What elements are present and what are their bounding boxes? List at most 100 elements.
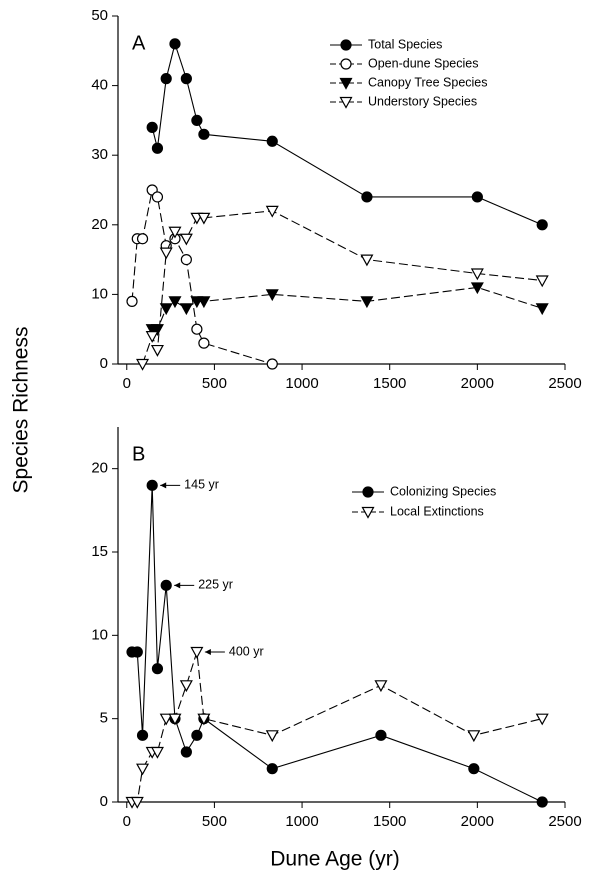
- marker: [191, 114, 203, 127]
- x-tick-label: 2500: [548, 375, 581, 392]
- x-tick-label: 2500: [548, 813, 581, 830]
- marker: [179, 233, 193, 246]
- marker: [151, 191, 164, 203]
- marker: [180, 254, 192, 266]
- y-axis-label: Species Richness: [10, 327, 33, 494]
- y-tick-label: 20: [91, 216, 108, 233]
- marker: [468, 763, 480, 775]
- y-tick-label: 50: [91, 7, 108, 24]
- legend-marker: [339, 96, 353, 109]
- y-tick-label: 30: [91, 146, 108, 163]
- legend-marker: [361, 506, 375, 519]
- marker: [126, 295, 138, 307]
- marker: [145, 331, 159, 343]
- x-tick-label: 500: [202, 813, 227, 830]
- y-tick-label: 40: [91, 77, 108, 94]
- marker: [535, 275, 549, 288]
- annotation: 145 yr: [184, 478, 219, 492]
- legend-label: Total Species: [368, 37, 442, 51]
- marker: [536, 219, 548, 231]
- series-line: [132, 651, 543, 803]
- marker: [265, 289, 279, 302]
- series-line: [152, 286, 543, 330]
- legend-label: Local Extinctions: [390, 504, 484, 518]
- marker: [470, 282, 484, 295]
- y-tick-label: 10: [91, 626, 108, 643]
- annotation: 225 yr: [198, 578, 233, 592]
- marker: [197, 713, 211, 726]
- marker: [160, 73, 172, 85]
- marker: [169, 38, 181, 50]
- y-tick-label: 0: [100, 793, 108, 810]
- marker: [159, 303, 173, 316]
- marker: [191, 729, 203, 741]
- legend-label: Colonizing Species: [390, 484, 496, 498]
- marker: [360, 296, 374, 309]
- marker: [197, 296, 211, 309]
- marker: [168, 296, 182, 309]
- y-tick-label: 5: [100, 710, 108, 727]
- marker: [136, 358, 150, 371]
- annotation: 400 yr: [229, 644, 264, 658]
- legend-label: Canopy Tree Species: [368, 75, 488, 89]
- marker: [198, 337, 210, 349]
- annotation-arrowhead: [160, 482, 167, 489]
- marker: [131, 646, 143, 658]
- marker: [198, 128, 210, 140]
- marker: [360, 254, 374, 267]
- legend-marker: [340, 58, 352, 70]
- marker: [168, 713, 182, 726]
- marker: [375, 729, 387, 741]
- marker: [470, 268, 484, 281]
- annotation-arrowhead: [174, 582, 181, 589]
- x-tick-label: 2000: [461, 813, 494, 830]
- x-tick-label: 1500: [373, 813, 406, 830]
- legend-label: Understory Species: [368, 94, 477, 108]
- x-tick-label: 1000: [285, 375, 318, 392]
- marker: [159, 247, 173, 260]
- marker: [179, 303, 193, 316]
- marker: [160, 579, 172, 591]
- x-tick-label: 2000: [461, 375, 494, 392]
- legend-marker: [340, 39, 352, 51]
- marker: [130, 796, 144, 809]
- marker: [168, 226, 182, 239]
- marker: [136, 233, 149, 245]
- series-line: [151, 41, 543, 226]
- annotation-arrowhead: [204, 649, 211, 655]
- marker: [361, 191, 373, 203]
- marker: [535, 713, 549, 726]
- marker: [159, 713, 173, 726]
- marker: [150, 324, 164, 336]
- y-tick-label: 20: [91, 460, 108, 477]
- y-tick-label: 0: [100, 355, 108, 372]
- marker: [266, 763, 278, 775]
- marker: [190, 646, 204, 659]
- marker: [151, 663, 164, 675]
- x-tick-label: 1000: [285, 813, 318, 830]
- marker: [536, 796, 548, 808]
- marker: [179, 680, 193, 693]
- panel-label: A: [132, 32, 146, 54]
- series-line: [132, 485, 543, 803]
- marker: [467, 730, 481, 743]
- marker: [180, 73, 192, 85]
- panel-label: B: [132, 443, 145, 465]
- marker: [266, 135, 278, 147]
- marker: [146, 121, 158, 133]
- marker: [197, 212, 211, 225]
- marker: [191, 323, 203, 335]
- legend-marker: [339, 77, 353, 90]
- x-tick-label: 0: [123, 813, 131, 830]
- marker: [146, 479, 158, 491]
- legend-label: Open-dune Species: [368, 56, 479, 70]
- x-tick-label: 0: [123, 375, 131, 392]
- x-tick-label: 500: [202, 375, 227, 392]
- legend-marker: [362, 486, 374, 498]
- marker: [136, 763, 150, 776]
- marker: [180, 746, 192, 758]
- marker: [136, 729, 149, 741]
- marker: [150, 344, 164, 357]
- marker: [266, 358, 278, 370]
